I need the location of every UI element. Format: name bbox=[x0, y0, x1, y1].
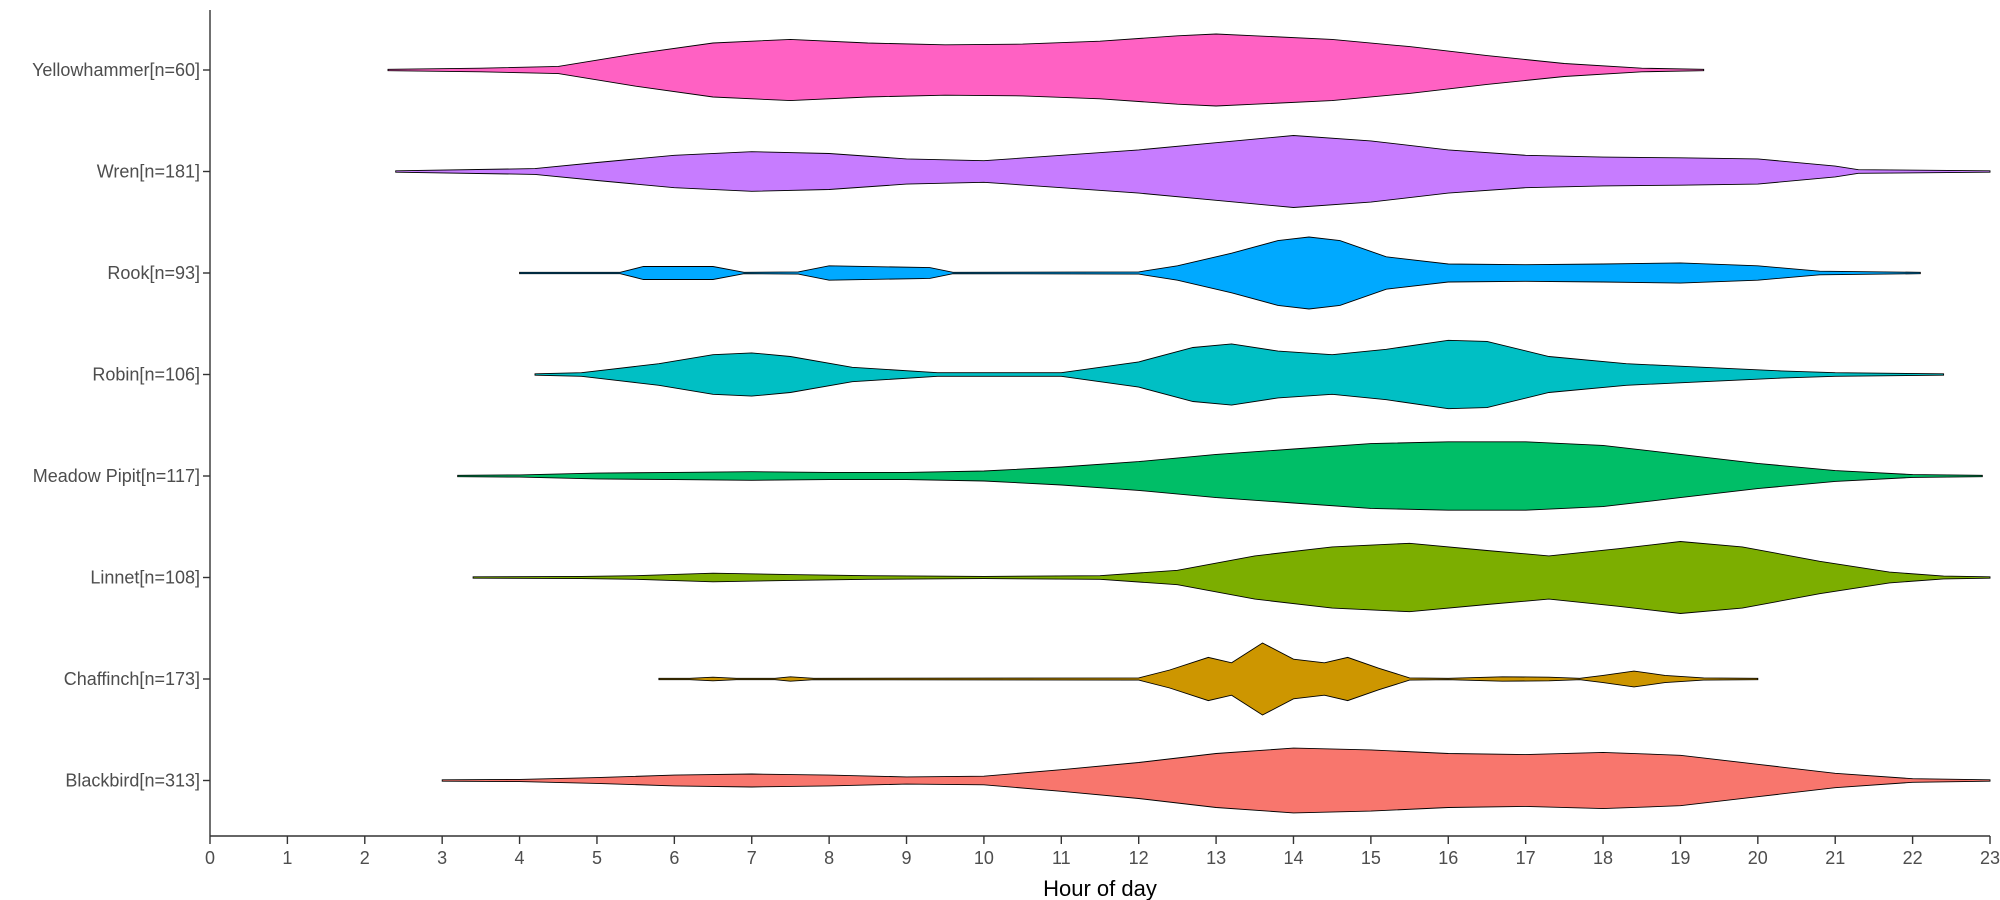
violin-shape bbox=[534, 339, 1945, 410]
x-tick-label: 8 bbox=[824, 848, 834, 868]
x-tick-label: 4 bbox=[515, 848, 525, 868]
y-tick-label: Meadow Pipit[n=117] bbox=[33, 466, 200, 486]
violin-yellowhammer bbox=[387, 33, 1705, 107]
x-tick-label: 11 bbox=[1052, 848, 1071, 868]
x-tick-label: 17 bbox=[1516, 848, 1536, 868]
y-tick-label: Rook[n=93] bbox=[107, 263, 200, 283]
x-tick-label: 15 bbox=[1361, 848, 1381, 868]
x-tick-label: 2 bbox=[360, 848, 370, 868]
x-tick-label: 23 bbox=[1980, 848, 2000, 868]
x-tick-label: 16 bbox=[1438, 848, 1458, 868]
x-axis: 0 1 2 3 4 5 6 7 8 9 10 11 12 13 14 15 16 17 18 19 20 21 22 23 bbox=[205, 835, 2000, 868]
x-tick-label: 9 bbox=[902, 848, 912, 868]
violin-wren bbox=[395, 135, 1991, 208]
violin-blackbird bbox=[441, 747, 1991, 814]
violin-shape bbox=[387, 33, 1705, 107]
x-tick-label: 19 bbox=[1670, 848, 1690, 868]
x-tick-label: 7 bbox=[747, 848, 757, 868]
violin-shape bbox=[658, 642, 1759, 716]
x-tick-label: 14 bbox=[1283, 848, 1303, 868]
violin-rook bbox=[519, 236, 1921, 310]
y-tick-label: Chaffinch[n=173] bbox=[64, 669, 200, 689]
y-tick-label: Linnet[n=108] bbox=[90, 568, 200, 588]
y-tick-label: Yellowhammer[n=60] bbox=[32, 60, 200, 80]
x-tick-label: 6 bbox=[669, 848, 679, 868]
y-tick-label: Blackbird[n=313] bbox=[65, 771, 200, 791]
x-tick-label: 0 bbox=[205, 848, 215, 868]
y-tick-label: Wren[n=181] bbox=[97, 162, 200, 182]
x-tick-label: 18 bbox=[1593, 848, 1613, 868]
x-tick-label: 13 bbox=[1206, 848, 1226, 868]
violin-shape bbox=[519, 236, 1921, 310]
x-tick-label: 22 bbox=[1903, 848, 1923, 868]
violin-shape bbox=[441, 747, 1991, 814]
x-tick-label: 21 bbox=[1825, 848, 1845, 868]
violins-layer bbox=[387, 33, 1991, 814]
x-tick-label: 5 bbox=[592, 848, 602, 868]
violin-shape bbox=[395, 135, 1991, 208]
x-tick-label: 12 bbox=[1129, 848, 1149, 868]
category-axis: Yellowhammer[n=60] Wren[n=181] Rook[n=93] R… bbox=[32, 10, 211, 836]
violin-chaffinch bbox=[658, 642, 1759, 716]
y-tick-label: Robin[n=106] bbox=[92, 365, 200, 385]
x-tick-label: 1 bbox=[282, 848, 292, 868]
violin-robin bbox=[534, 339, 1945, 410]
x-axis-title: Hour of day bbox=[1043, 876, 1157, 900]
x-tick-label: 20 bbox=[1748, 848, 1768, 868]
x-tick-label: 10 bbox=[974, 848, 994, 868]
violin-shape bbox=[472, 541, 1991, 614]
x-tick-label: 3 bbox=[437, 848, 447, 868]
violin-linnet bbox=[472, 541, 1991, 614]
violin-meadow-pipit bbox=[457, 441, 1983, 511]
violin-shape bbox=[457, 441, 1983, 511]
